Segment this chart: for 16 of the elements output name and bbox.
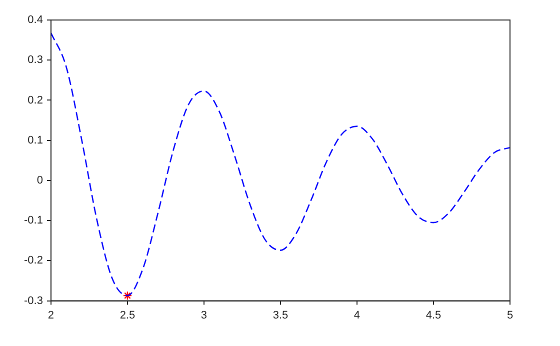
y-tick-label: 0.4 xyxy=(28,14,43,26)
x-tick-label: 4.5 xyxy=(426,309,442,322)
x-tick-label: 2.5 xyxy=(120,309,136,322)
x-tick-label: 3.5 xyxy=(272,309,288,322)
y-tick-label: 0.1 xyxy=(28,134,43,146)
y-tick-label: 0.3 xyxy=(28,54,43,66)
y-tick-label: 0.2 xyxy=(28,94,43,106)
y-tick-label: -0.1 xyxy=(24,214,43,227)
x-tick-label: 4 xyxy=(354,309,360,322)
x-tick-label: 3 xyxy=(200,309,208,322)
x-tick-label: 5 xyxy=(506,309,514,322)
x-tick-label: 2 xyxy=(48,309,54,322)
y-tick-label: 0 xyxy=(36,174,43,186)
line-series xyxy=(50,32,510,296)
y-tick-label: -0.2 xyxy=(24,254,43,267)
y-tick-label: -0.3 xyxy=(24,294,43,307)
